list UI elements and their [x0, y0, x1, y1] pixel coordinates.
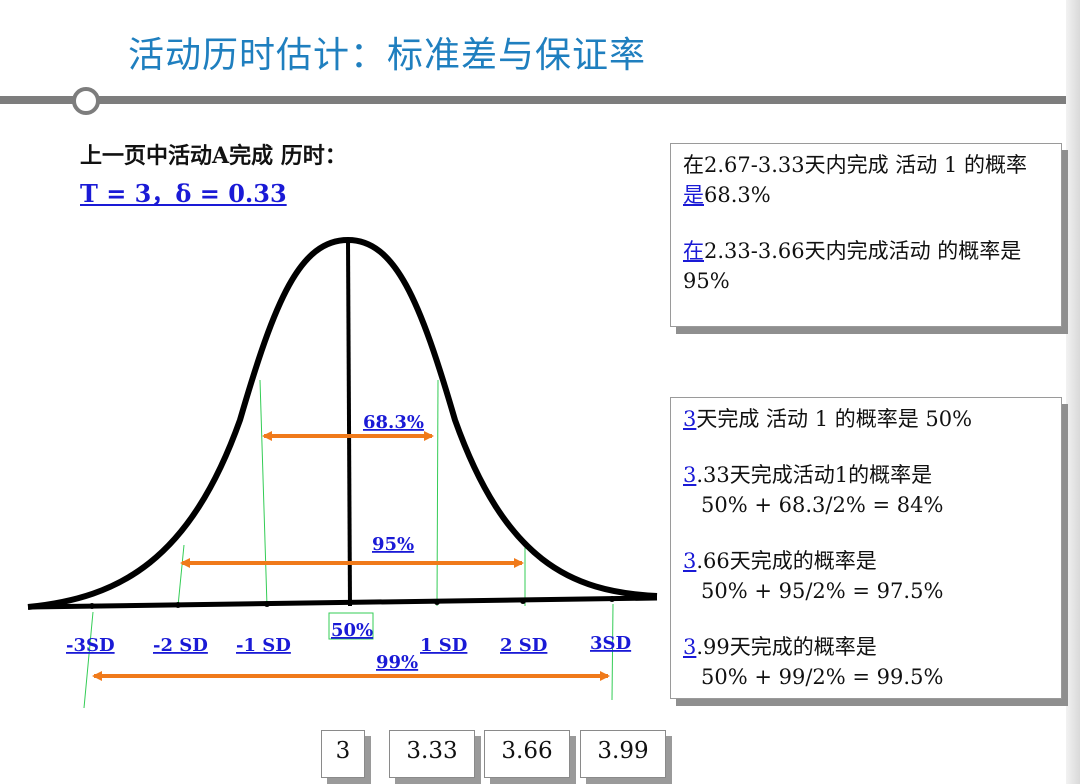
label-minus-3sd: -3SD: [66, 635, 115, 656]
note-line: 是68.3%: [683, 183, 771, 207]
probability-note-completion: 3天完成 活动 1 的概率是 50% 3.33天完成活动1的概率是 50% + …: [670, 397, 1062, 699]
bell-curve: [27, 236, 658, 610]
label-plus-3sd: 3SD: [590, 633, 631, 654]
axis-tick-dots: [89, 596, 615, 609]
slide-title: 活动历时估计：标准差与保证率: [128, 35, 647, 76]
label-50-frame: [328, 612, 374, 640]
label-50: 50%: [331, 620, 373, 641]
title-divider: [0, 96, 1066, 104]
label-95: 95%: [372, 534, 414, 555]
label-99: 99%: [376, 652, 418, 673]
label-minus-2sd: -2 SD: [153, 635, 208, 656]
value-box-3-66: 3.66: [484, 730, 570, 778]
value-box-3: 3: [321, 730, 365, 778]
note-line: 3.33天完成活动1的概率是: [683, 463, 933, 487]
page-edge: [1066, 0, 1080, 784]
note-line: 50% + 68.3/2% = 84%: [701, 493, 944, 517]
note-line: 3天完成 活动 1 的概率是 50%: [683, 407, 973, 431]
baseline-axis: [27, 595, 658, 610]
sigma-guide-lines: [83, 379, 614, 709]
value-box-3-33: 3.33: [389, 730, 475, 778]
note-line: 95%: [683, 269, 730, 293]
formula-text: T = 3，δ = 0.33: [80, 179, 287, 208]
note-line: 3.66天完成的概率是: [683, 549, 877, 573]
label-plus-1sd: 1 SD: [420, 635, 467, 656]
note-line: 在2.67-3.33天内完成 活动 1 的概率: [683, 153, 1027, 177]
note-line: 在2.33-3.66天内完成活动 的概率是: [683, 239, 1022, 263]
label-minus-1sd: -1 SD: [236, 635, 291, 656]
probability-note-ranges: 在2.67-3.33天内完成 活动 1 的概率 是68.3% 在2.33-3.6…: [670, 143, 1062, 327]
label-plus-2sd: 2 SD: [500, 635, 547, 656]
note-line: 3.99天完成的概率是: [683, 635, 877, 659]
value-box-3-99: 3.99: [580, 730, 666, 778]
note-line: 50% + 99/2% = 99.5%: [701, 665, 944, 689]
mean-line: [346, 239, 352, 607]
divider-knob: [72, 87, 100, 115]
label-68-3: 68.3%: [363, 412, 424, 433]
intro-text: 上一页中活动A完成 历时：: [80, 143, 347, 169]
note-line: 50% + 95/2% = 97.5%: [701, 579, 944, 603]
